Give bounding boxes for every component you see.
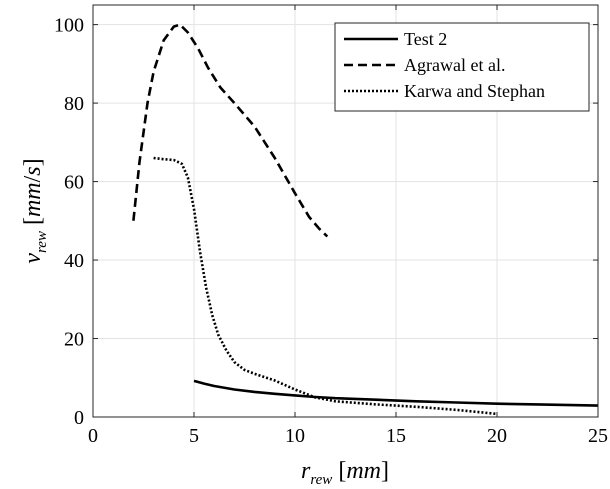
series-layer bbox=[132, 23, 599, 416]
x-axis-label-subscript: rew bbox=[310, 472, 332, 488]
y-tick-label: 100 bbox=[54, 15, 84, 37]
axis-ticks: 0 5 10 15 20 25 0 20 40 60 80 100 bbox=[54, 5, 608, 447]
y-axis-label-unit-open: [ bbox=[20, 217, 46, 231]
legend: Test 2 Agrawal et al. Karwa and Stephan bbox=[334, 22, 590, 112]
y-axis-label-subscript: rew bbox=[34, 231, 50, 253]
x-axis-label-unit-close: ] bbox=[381, 458, 389, 484]
plot-frame bbox=[92, 4, 599, 418]
x-tick-label: 5 bbox=[189, 425, 199, 447]
y-axis-label: vrew [mm/s] bbox=[20, 158, 50, 263]
legend-label-1: Test 2 bbox=[404, 29, 447, 49]
x-axis-label-symbol: r bbox=[301, 458, 311, 484]
x-axis-label-unit: [ bbox=[332, 458, 346, 484]
legend-box bbox=[334, 22, 590, 112]
y-axis-label-unit-mm: mm bbox=[20, 182, 46, 217]
x-tick-label: 15 bbox=[386, 425, 406, 447]
y-tick-label: 0 bbox=[74, 407, 84, 429]
x-axis-label-unit-mm: mm bbox=[346, 458, 381, 484]
x-tick-label: 10 bbox=[285, 425, 305, 447]
x-axis-label: rrew [mm] bbox=[301, 458, 389, 488]
y-tick-label: 80 bbox=[64, 93, 84, 115]
series-line-2 bbox=[132, 23, 329, 238]
y-tick-label: 60 bbox=[64, 172, 84, 194]
x-tick-label: 25 bbox=[588, 425, 608, 447]
y-axis-label-unit-s: s bbox=[20, 166, 46, 175]
legend-label-2: Agrawal et al. bbox=[404, 55, 505, 75]
x-tick-label: 20 bbox=[487, 425, 507, 447]
y-tick-label: 20 bbox=[64, 329, 84, 351]
x-tick-label: 0 bbox=[88, 425, 98, 447]
y-axis-label-unit-close: ] bbox=[20, 158, 46, 166]
y-tick-label: 40 bbox=[64, 250, 84, 272]
y-axis-label-unit-slash: / bbox=[20, 175, 46, 182]
y-axis-label-symbol: v bbox=[20, 253, 46, 264]
legend-label-3: Karwa and Stephan bbox=[404, 81, 545, 101]
legend-items: Test 2 Agrawal et al. Karwa and Stephan bbox=[344, 29, 545, 101]
y-axis-label-group: vrew [mm/s] bbox=[20, 158, 50, 263]
series-line-3 bbox=[153, 156, 498, 416]
